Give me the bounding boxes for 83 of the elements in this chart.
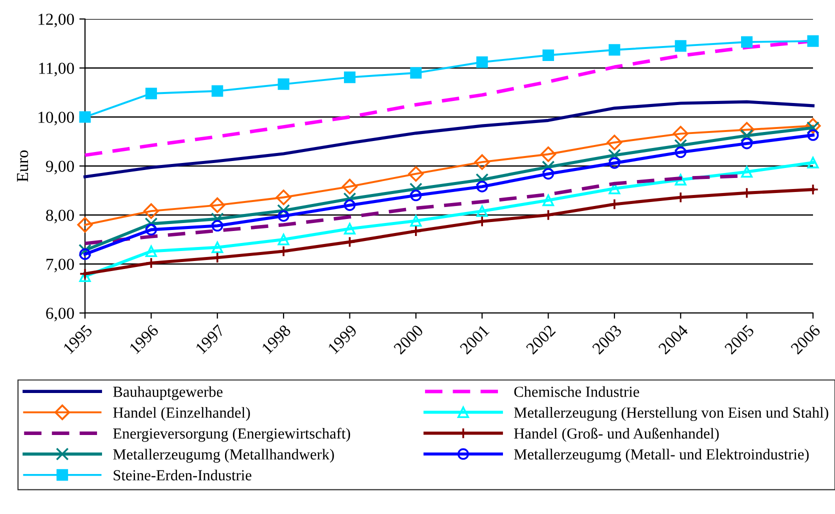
point — [410, 225, 422, 237]
point — [807, 129, 819, 141]
y-axis-title: Euro — [17, 150, 28, 182]
point — [144, 217, 158, 230]
y-tick-label: 10,00 — [38, 112, 74, 126]
y-tick-label: 6,00 — [46, 308, 74, 322]
point — [344, 222, 356, 234]
point — [212, 220, 224, 232]
point — [210, 212, 224, 226]
point — [739, 122, 755, 138]
point — [343, 192, 356, 206]
point — [410, 215, 422, 227]
point — [542, 160, 555, 174]
point — [608, 157, 620, 169]
point — [145, 245, 157, 258]
y-tick-label: 9,00 — [46, 160, 74, 174]
point — [79, 111, 91, 123]
y-tick-label: 7,00 — [46, 258, 74, 272]
legend-label: Steine-Erden-Industrie — [114, 470, 252, 480]
point — [145, 224, 157, 236]
point — [410, 190, 422, 202]
point — [344, 199, 356, 211]
point — [542, 49, 554, 62]
point — [212, 85, 224, 97]
point — [807, 156, 819, 168]
point — [474, 154, 490, 170]
point — [476, 216, 488, 228]
point — [277, 204, 290, 218]
point — [606, 134, 622, 150]
point — [79, 268, 91, 280]
point — [608, 182, 620, 194]
point — [278, 78, 290, 90]
legend-label: Handel (Einzelhandel) — [113, 407, 250, 421]
point — [674, 174, 686, 186]
point — [540, 146, 556, 162]
point — [542, 194, 554, 206]
point — [741, 166, 753, 178]
point — [741, 36, 753, 48]
point — [79, 248, 91, 260]
point — [278, 210, 290, 222]
legend-label: Metallerzeugung (Herstellung von Eisen und Stahl) — [514, 407, 828, 421]
point — [674, 40, 686, 52]
point — [807, 35, 819, 47]
point — [78, 244, 92, 257]
point — [79, 270, 91, 282]
point — [740, 129, 754, 142]
legend-label: Metallerzeugumg (Metall- und Elektroindustrie) — [514, 448, 809, 463]
point — [806, 121, 820, 134]
point — [741, 138, 753, 150]
legend-label: Handel (Groß- und Außenhandel) — [514, 428, 719, 442]
point — [476, 180, 488, 192]
point — [409, 182, 422, 196]
legend-label: Metallerzeugumg (Metallhandwerk) — [113, 448, 334, 463]
point — [278, 234, 290, 246]
point — [608, 44, 620, 56]
point — [143, 203, 159, 219]
point — [805, 118, 821, 134]
y-tick-label: 8,00 — [46, 210, 74, 224]
point — [608, 198, 620, 210]
point — [542, 168, 554, 180]
line-series — [83, 100, 815, 178]
point — [344, 72, 356, 84]
point — [77, 217, 93, 233]
point — [476, 56, 488, 68]
y-tick-label: 11,00 — [39, 62, 74, 76]
point — [674, 146, 686, 158]
point — [145, 88, 157, 100]
point — [410, 67, 422, 79]
point — [476, 205, 488, 217]
point — [476, 173, 489, 186]
point — [342, 178, 358, 194]
point — [210, 197, 226, 213]
point — [212, 242, 224, 254]
legend-label: Bauhauptgewerbe — [113, 386, 222, 400]
legend-label: Energieversorgung (Energiewirtschaft) — [113, 428, 350, 442]
point — [408, 166, 424, 182]
point — [278, 245, 290, 258]
y-tick-label: 12,00 — [38, 14, 74, 28]
point — [276, 190, 292, 206]
point — [672, 126, 688, 142]
point — [608, 148, 621, 162]
legend-label: Chemische Industrie — [514, 386, 640, 397]
point — [344, 236, 356, 248]
